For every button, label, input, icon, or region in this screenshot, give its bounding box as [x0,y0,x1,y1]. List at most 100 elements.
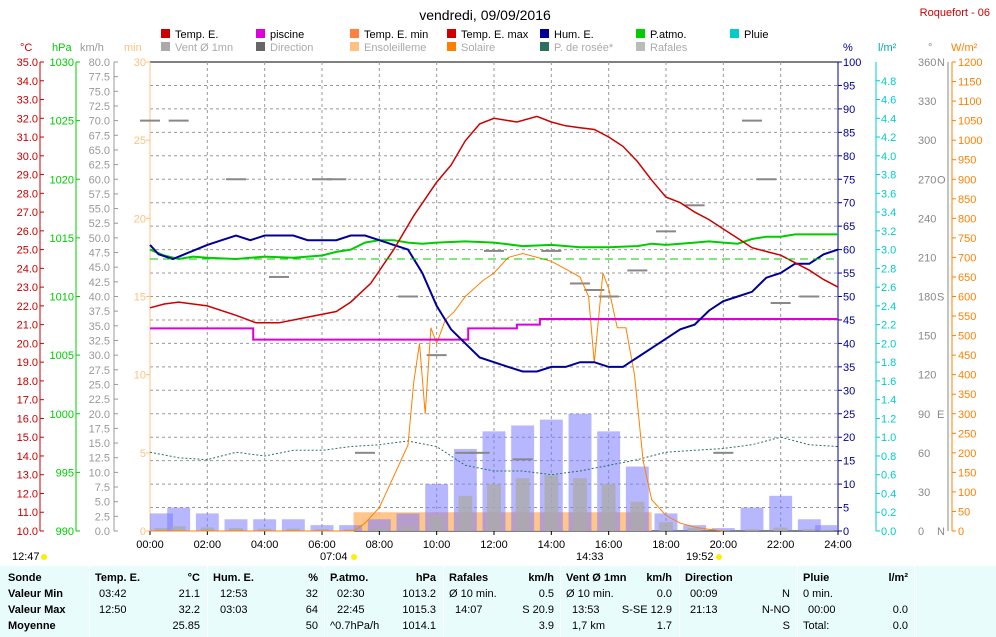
tick-compass-dir: E [937,409,944,421]
tick-label-press: 990 [56,526,74,538]
tick-label-solar: 700 [958,252,976,264]
legend-swatch [447,42,456,51]
legend-label: piscine [270,29,304,41]
tick-label-rain: 3.4 [881,207,896,219]
tick-label-solar: 1200 [958,57,982,69]
gust-max-time: 14:07 [455,604,483,616]
stats-header-hum-unit: % [308,572,318,584]
tick-label-temp: 33.0 [17,95,38,107]
x-tick-label: 22:00 [767,539,795,551]
wind-min-label: Ø 10 min. [566,588,614,600]
tick-label-solar: 900 [958,174,976,186]
tick-label-temp: 28.0 [17,188,38,200]
gust-bar [797,519,821,531]
tick-label-solar: 850 [958,194,976,206]
tick-label-temp: 23.0 [17,282,38,294]
direction-mark [570,282,590,285]
unit-hum: % [843,42,853,54]
tick-label-rain: 3.2 [881,226,896,238]
direction-mark [484,249,504,252]
unit-solar: W/m² [951,42,978,54]
tick-label-press: 1000 [50,409,74,421]
tick-label-dir: 360 [918,57,936,69]
wind-bar [286,528,301,531]
x-tick-label: 12:00 [480,539,508,551]
temp-avg: 25.85 [172,620,200,632]
tick-label-temp: 16.0 [17,413,38,425]
direction-mark [627,269,648,272]
direction-mark [684,204,705,207]
x-tick-label: 06:00 [308,539,336,551]
wind-bar [200,527,215,531]
wind-bar [659,522,673,531]
dir-min: N [782,588,790,600]
press-min: 1013.2 [402,588,436,600]
wind-bar [229,528,243,531]
wind-bar [573,478,587,531]
direction-mark [656,230,676,233]
wind-distance: 1,7 km [572,620,606,632]
tick-label-press: 1005 [50,350,74,362]
tick-label-sun: 0 [140,526,146,538]
dir-avg: S [782,620,790,632]
direction-mark [168,119,189,122]
stats-header-temp-unit: °C [187,572,200,584]
tick-label-solar: 50 [958,506,970,518]
legend-label: Temp. E. max [461,29,529,41]
legend-swatch [540,29,549,38]
tick-label-temp: 26.0 [17,226,38,238]
wind-bar [372,528,387,531]
tick-label-rain: 4.2 [881,132,896,144]
tick-label-rain: 0.2 [881,507,896,519]
tick-label-wind: 27.5 [89,365,110,377]
tick-label-wind: 32.5 [89,335,110,347]
gust-bar [253,519,277,531]
tick-label-temp: 24.0 [17,263,38,275]
solar-line [150,252,724,532]
tick-label-rain: 2.2 [881,320,896,332]
gust-bar [195,513,219,531]
gust-bar [167,507,191,531]
wind-bar [429,516,444,531]
tick-label-rain: 1.8 [881,357,896,369]
wind-bar [802,529,817,531]
tick-compass-dir: N [937,57,945,69]
tick-label-hum: 10 [843,479,855,491]
tick-label-wind: 17.5 [89,423,110,435]
stats-header-rain: Pluie [803,572,830,584]
rain-max: 0.0 [892,604,908,616]
x-tick-label: 04:00 [251,539,279,551]
legend-swatch [730,29,739,38]
tick-label-hum: 100 [843,57,861,69]
tick-label-temp: 11.0 [17,507,38,519]
tick-label-dir: 120 [918,370,936,382]
tick-label-rain: 0.6 [881,470,896,482]
tick-label-temp: 34.0 [17,76,38,88]
stats-header-rain-unit: l/m² [888,572,908,584]
tick-label-dir: 330 [918,96,936,108]
tick-label-hum: 15 [843,456,855,468]
unit-temp: °C [20,42,32,54]
x-tick-label: 00:00 [136,539,164,551]
wind-bar [601,484,616,531]
tick-label-solar: 600 [958,292,976,304]
wind-bar [544,475,559,531]
tick-label-rain: 4.0 [881,151,896,163]
gust-avg: 3.9 [538,620,554,632]
tick-label-wind: 50.0 [89,233,110,245]
tick-label-dir: 300 [918,135,936,147]
legend-swatch [161,29,170,38]
rain-total: 0.0 [892,620,908,632]
sunset-icon [716,554,722,560]
tick-label-solar: 250 [958,428,976,440]
tick-label-rain: 0.0 [881,526,896,538]
tick-label-rain: 3.0 [881,245,896,257]
direction-mark [469,451,490,454]
tick-label-temp: 13.0 [17,470,38,482]
tick-label-temp: 35.0 [17,57,38,69]
dir-max: N-NO [761,604,790,616]
tick-label-solar: 300 [958,409,976,421]
tick-label-solar: 400 [958,370,976,382]
stats-header-gust-unit: km/h [528,572,554,584]
direction-mark [541,249,562,252]
